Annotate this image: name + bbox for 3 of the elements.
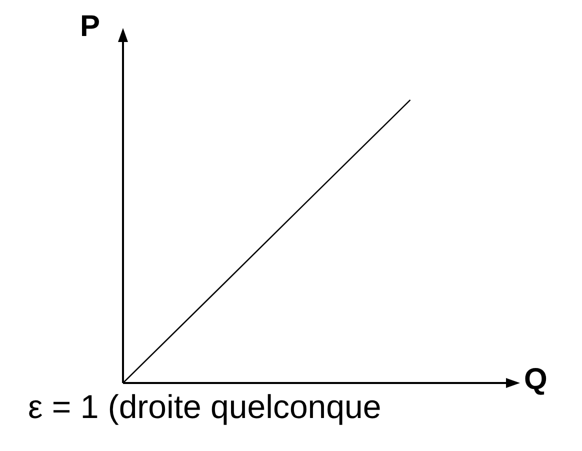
x-axis-title: Q <box>524 363 548 397</box>
text: ε = 1 (droite quelconque <box>28 388 382 426</box>
y-axis-title: P <box>80 10 100 44</box>
